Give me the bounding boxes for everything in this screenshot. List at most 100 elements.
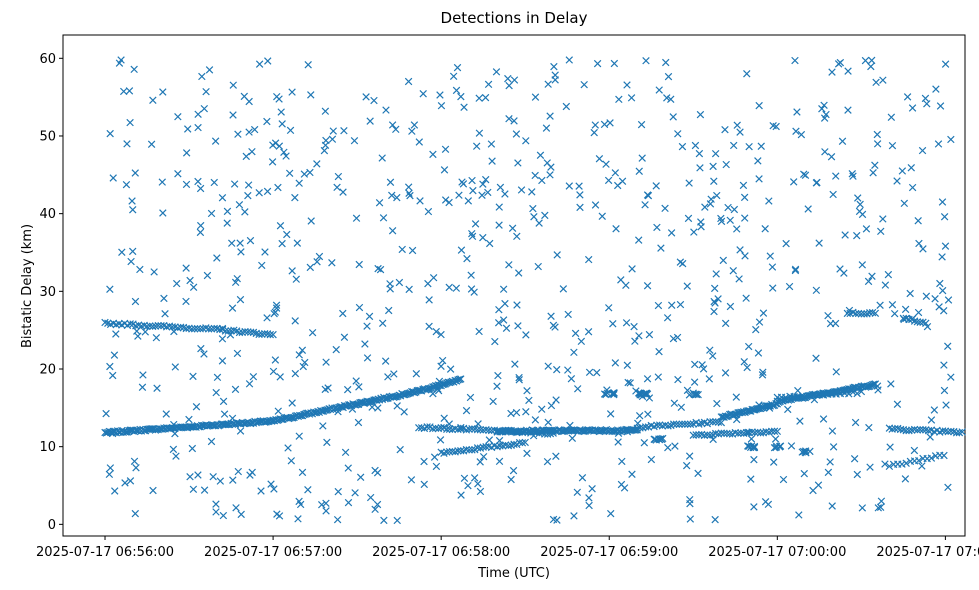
data-point-672 <box>770 427 779 435</box>
data-point-1543 <box>440 414 448 422</box>
data-point-1447 <box>410 121 419 129</box>
data-point-1513 <box>374 264 382 273</box>
data-point-903 <box>136 265 144 274</box>
data-point-1602 <box>800 469 809 478</box>
data-point-1507 <box>877 497 886 505</box>
data-point-1018 <box>755 401 763 409</box>
data-point-378 <box>465 446 473 454</box>
data-point-1494 <box>355 303 364 312</box>
data-point-1128 <box>918 146 927 155</box>
data-point-1216 <box>115 59 124 67</box>
data-point-1224 <box>862 225 871 233</box>
data-point-1372 <box>471 220 480 228</box>
data-point-1273 <box>211 137 220 145</box>
data-point-832 <box>488 157 496 165</box>
data-point-317 <box>266 330 275 339</box>
data-point-1363 <box>286 126 295 135</box>
data-point-1548 <box>304 486 312 494</box>
data-point-1039 <box>130 65 138 74</box>
data-point-1340 <box>614 438 622 446</box>
data-point-975 <box>158 178 166 186</box>
data-point-291 <box>196 325 204 333</box>
data-point-1540 <box>352 214 361 222</box>
data-point-1611 <box>677 403 686 412</box>
data-point-1198 <box>272 301 281 309</box>
data-point-1488 <box>657 244 665 252</box>
data-point-972 <box>468 176 476 185</box>
data-point-1223 <box>580 80 588 89</box>
data-point-1490 <box>464 481 472 490</box>
data-point-853 <box>938 253 946 261</box>
data-point-1378 <box>356 473 365 481</box>
data-point-720 <box>955 428 964 437</box>
data-point-1615 <box>664 72 673 81</box>
data-point-1064 <box>460 474 469 483</box>
data-point-1031 <box>591 201 600 209</box>
data-point-944 <box>732 393 741 401</box>
data-point-973 <box>429 150 437 159</box>
data-point-851 <box>130 457 139 466</box>
data-point-1013 <box>366 117 374 125</box>
data-point-926 <box>292 275 301 283</box>
data-point-1170 <box>551 323 559 331</box>
data-point-1536 <box>752 325 760 334</box>
data-point-1516 <box>339 309 347 318</box>
data-point-1399 <box>250 125 259 134</box>
data-point-1348 <box>229 476 237 484</box>
data-point-1099 <box>553 251 561 259</box>
data-point-1193 <box>334 172 343 181</box>
data-point-63 <box>189 423 197 431</box>
data-point-1442 <box>791 266 800 275</box>
data-point-1486 <box>528 188 536 196</box>
data-point-1094 <box>172 279 181 288</box>
data-point-1179 <box>795 511 803 519</box>
data-point-1305 <box>272 304 281 312</box>
data-point-208 <box>391 393 399 401</box>
data-point-1149 <box>575 182 583 190</box>
y-tick-label-0: 0 <box>48 518 56 533</box>
data-point-948 <box>339 188 347 196</box>
data-point-979 <box>787 442 796 450</box>
data-point-516 <box>678 420 686 428</box>
data-point-885 <box>287 457 296 465</box>
data-point-1359 <box>485 436 494 444</box>
plot-area <box>62 34 966 537</box>
data-point-864 <box>884 270 893 279</box>
data-point-1351 <box>785 282 794 291</box>
data-point-963 <box>779 475 788 484</box>
data-point-1249 <box>512 408 521 417</box>
data-point-1448 <box>514 269 523 277</box>
data-point-1481 <box>638 154 646 162</box>
data-point-1539 <box>368 403 376 411</box>
data-point-1135 <box>189 372 197 381</box>
data-point-1260 <box>669 113 677 121</box>
data-point-1535 <box>457 92 465 101</box>
data-point-1053 <box>126 477 135 485</box>
data-point-893 <box>901 475 910 483</box>
data-point-1090 <box>291 193 299 202</box>
data-point-874 <box>424 207 433 216</box>
data-point-1586 <box>568 434 577 442</box>
data-point-1353 <box>828 502 836 510</box>
data-point-1376 <box>293 239 302 247</box>
data-point-1323 <box>740 214 749 222</box>
data-point-1186 <box>121 479 129 487</box>
data-point-1042 <box>872 78 880 87</box>
data-point-694 <box>857 387 866 396</box>
data-point-1389 <box>304 61 312 69</box>
data-point-1453 <box>934 140 943 148</box>
data-point-1361 <box>652 182 660 190</box>
data-point-1616 <box>126 118 134 127</box>
data-point-1561 <box>241 208 249 216</box>
data-point-1176 <box>407 476 416 484</box>
data-point-984 <box>585 494 593 502</box>
data-point-1362 <box>585 368 594 377</box>
data-point-1346 <box>258 261 266 270</box>
data-point-1387 <box>185 415 193 424</box>
data-point-1138 <box>534 262 542 271</box>
data-point-1503 <box>263 187 272 196</box>
data-point-1195 <box>459 180 468 188</box>
data-point-1278 <box>736 246 744 254</box>
data-point-1032 <box>295 351 303 359</box>
